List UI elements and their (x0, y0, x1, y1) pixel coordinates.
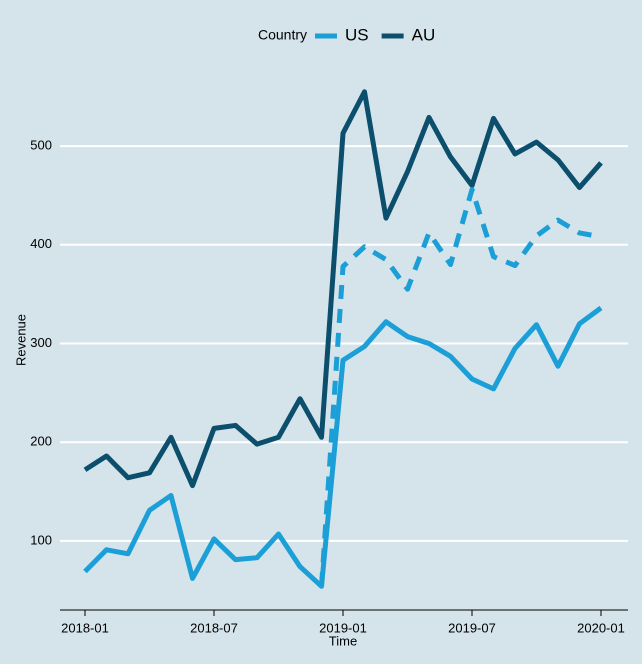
x-axis-label: Time (329, 633, 357, 648)
series-line (83, 89, 603, 489)
legend-title: Country (258, 27, 307, 43)
x-tick-label: 2018-07 (190, 620, 238, 635)
y-tick-label: 300 (30, 335, 52, 350)
legend-label: AU (412, 25, 436, 44)
x-tick-label: 2018-01 (61, 620, 109, 635)
x-tick-label: 2019-01 (319, 620, 367, 635)
x-tick-label: 2020-01 (577, 620, 625, 635)
y-axis-label: Revenue (13, 314, 28, 366)
x-tick-label: 2019-07 (448, 620, 496, 635)
y-tick-label: 200 (30, 434, 52, 449)
series-line (83, 305, 603, 589)
y-tick-label: 400 (30, 236, 52, 251)
y-tick-label: 100 (30, 532, 52, 547)
y-tick-label: 500 (30, 138, 52, 153)
legend-label: US (345, 25, 369, 44)
